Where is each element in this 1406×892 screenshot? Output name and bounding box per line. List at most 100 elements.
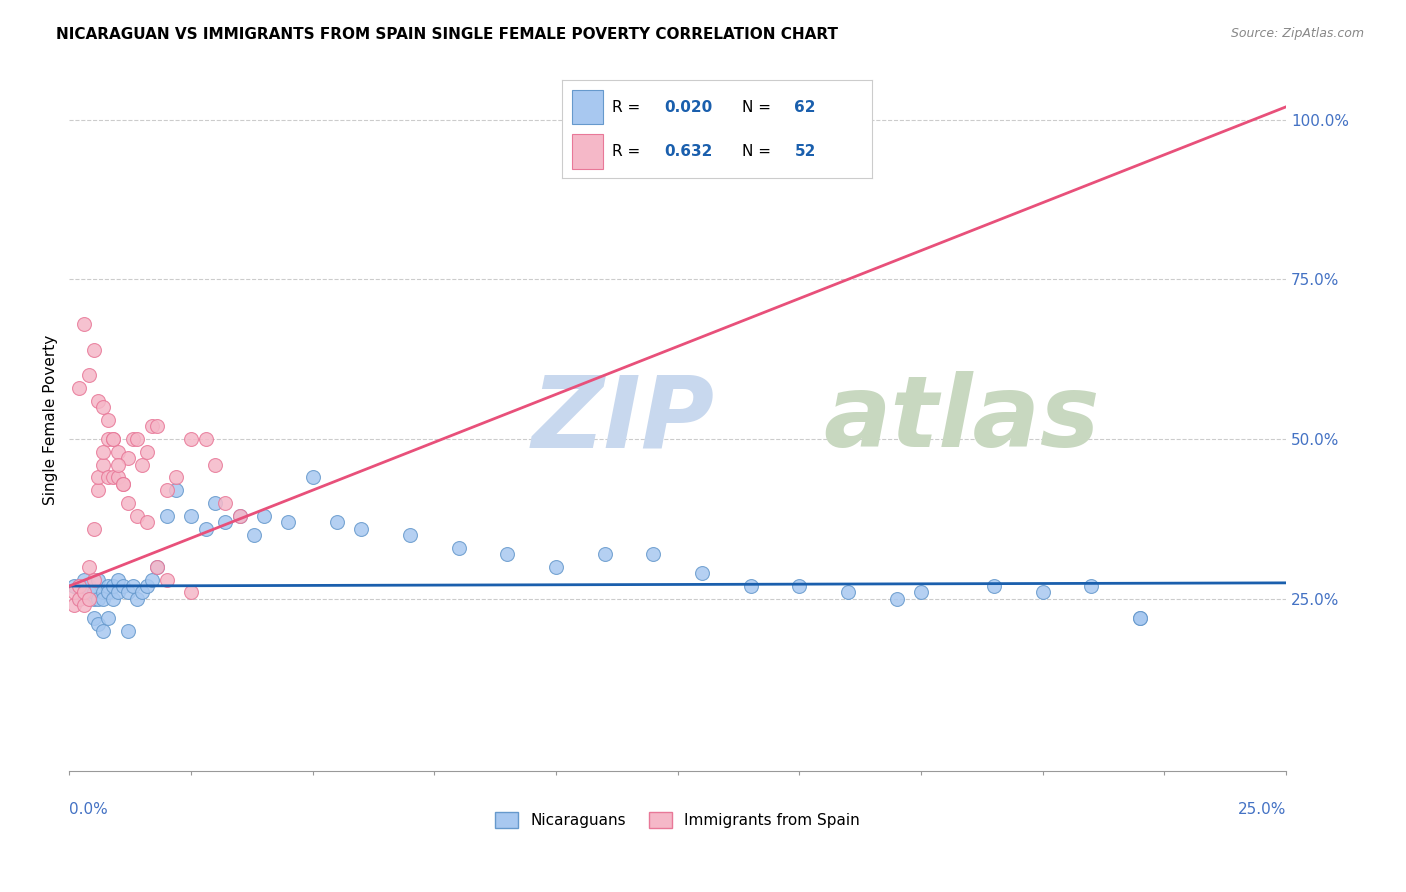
- Point: [107, 573, 129, 587]
- Point: [91, 400, 114, 414]
- Point: [121, 432, 143, 446]
- Point: [73, 573, 96, 587]
- Point: [277, 515, 299, 529]
- Point: [204, 458, 226, 472]
- Text: R =: R =: [612, 144, 640, 159]
- Point: [117, 496, 139, 510]
- Point: [111, 476, 134, 491]
- Point: [165, 483, 187, 498]
- Point: [127, 432, 149, 446]
- Point: [83, 585, 105, 599]
- Point: [301, 470, 323, 484]
- Text: 62: 62: [794, 100, 815, 115]
- Point: [350, 522, 373, 536]
- Point: [87, 483, 110, 498]
- Point: [97, 413, 120, 427]
- Point: [643, 163, 665, 178]
- Point: [101, 470, 124, 484]
- Point: [740, 579, 762, 593]
- Text: 0.0%: 0.0%: [69, 802, 108, 816]
- Point: [253, 508, 276, 523]
- Point: [228, 508, 250, 523]
- Point: [73, 585, 96, 599]
- Point: [111, 579, 134, 593]
- Point: [983, 579, 1005, 593]
- Point: [194, 432, 217, 446]
- Point: [155, 483, 177, 498]
- Text: NICARAGUAN VS IMMIGRANTS FROM SPAIN SINGLE FEMALE POVERTY CORRELATION CHART: NICARAGUAN VS IMMIGRANTS FROM SPAIN SING…: [56, 27, 838, 42]
- Point: [107, 445, 129, 459]
- Point: [243, 528, 266, 542]
- Point: [1129, 611, 1152, 625]
- Point: [131, 585, 153, 599]
- Point: [73, 585, 96, 599]
- Point: [97, 470, 120, 484]
- Point: [136, 515, 159, 529]
- Text: N =: N =: [742, 100, 770, 115]
- Point: [107, 458, 129, 472]
- Point: [67, 579, 90, 593]
- Point: [117, 585, 139, 599]
- Point: [593, 547, 616, 561]
- Point: [141, 573, 163, 587]
- Point: [544, 560, 567, 574]
- Text: 25.0%: 25.0%: [1237, 802, 1286, 816]
- Point: [83, 591, 105, 606]
- Point: [73, 317, 96, 331]
- Point: [77, 585, 100, 599]
- Point: [87, 617, 110, 632]
- Text: ZIP: ZIP: [531, 371, 714, 468]
- Text: 52: 52: [794, 144, 815, 159]
- Point: [127, 508, 149, 523]
- Point: [643, 547, 665, 561]
- Point: [63, 579, 86, 593]
- Point: [155, 508, 177, 523]
- Bar: [572, 134, 603, 169]
- Point: [91, 458, 114, 472]
- Point: [87, 573, 110, 587]
- Point: [91, 591, 114, 606]
- Point: [228, 508, 250, 523]
- Point: [180, 585, 202, 599]
- Text: 0.020: 0.020: [665, 100, 713, 115]
- Point: [83, 522, 105, 536]
- Point: [87, 591, 110, 606]
- Point: [214, 515, 236, 529]
- Text: Source: ZipAtlas.com: Source: ZipAtlas.com: [1230, 27, 1364, 40]
- Point: [63, 585, 86, 599]
- Point: [73, 599, 96, 613]
- Point: [146, 560, 169, 574]
- Text: N =: N =: [742, 144, 770, 159]
- Point: [117, 624, 139, 638]
- Point: [326, 515, 349, 529]
- Point: [146, 560, 169, 574]
- Point: [101, 591, 124, 606]
- Point: [496, 547, 519, 561]
- Point: [97, 579, 120, 593]
- Point: [77, 591, 100, 606]
- Point: [910, 585, 932, 599]
- Point: [77, 368, 100, 383]
- Point: [77, 579, 100, 593]
- Point: [1080, 579, 1102, 593]
- Point: [101, 432, 124, 446]
- Point: [87, 470, 110, 484]
- Point: [67, 591, 90, 606]
- Point: [141, 419, 163, 434]
- Point: [101, 432, 124, 446]
- Point: [146, 419, 169, 434]
- Legend: Nicaraguans, Immigrants from Spain: Nicaraguans, Immigrants from Spain: [489, 805, 866, 834]
- Point: [91, 624, 114, 638]
- Point: [127, 591, 149, 606]
- Point: [136, 579, 159, 593]
- Text: 0.632: 0.632: [665, 144, 713, 159]
- Point: [194, 522, 217, 536]
- Point: [447, 541, 470, 555]
- Point: [121, 579, 143, 593]
- Point: [97, 432, 120, 446]
- Point: [87, 393, 110, 408]
- Point: [204, 496, 226, 510]
- Point: [180, 508, 202, 523]
- Point: [399, 528, 422, 542]
- Point: [83, 611, 105, 625]
